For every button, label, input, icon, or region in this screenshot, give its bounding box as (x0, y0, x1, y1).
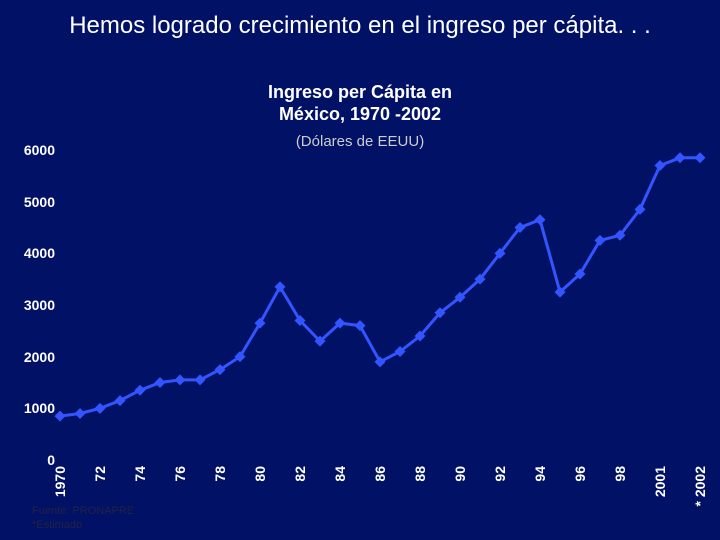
data-point (115, 395, 126, 406)
data-point (155, 377, 166, 388)
y-tick-label: 5000 (5, 194, 55, 210)
data-point (195, 374, 206, 385)
x-tick-label: 72 (92, 466, 108, 482)
x-tick-label: 80 (252, 466, 268, 482)
y-tick-label: 4000 (5, 245, 55, 261)
subtitle-line-2: México, 1970 -2002 (279, 104, 441, 124)
x-tick-label: 76 (172, 466, 188, 482)
data-point (355, 320, 366, 331)
chart-subtitle: Ingreso per Cápita en México, 1970 -2002 (0, 82, 720, 125)
x-tick-label: 78 (212, 466, 228, 482)
data-point (135, 385, 146, 396)
data-point (695, 152, 706, 163)
x-tick-label: * 2002 (692, 466, 708, 506)
data-point (655, 160, 666, 171)
footer-source: Fuente: PRONAPRE (32, 505, 134, 517)
y-tick-label: 2000 (5, 349, 55, 365)
y-tick-label: 3000 (5, 297, 55, 313)
x-tick-label: 96 (572, 466, 588, 482)
x-tick-label: 74 (132, 466, 148, 482)
data-point (175, 374, 186, 385)
x-tick-label: 88 (412, 466, 428, 482)
y-tick-label: 6000 (5, 142, 55, 158)
units-label: (Dólares de EEUU) (0, 133, 720, 150)
x-tick-label: 1970 (52, 466, 68, 497)
data-point (55, 411, 66, 422)
x-tick-label: 94 (532, 466, 548, 482)
x-tick-label: 82 (292, 466, 308, 482)
x-tick-label: 98 (612, 466, 628, 482)
data-point (95, 403, 106, 414)
data-point (675, 152, 686, 163)
y-tick-label: 1000 (5, 400, 55, 416)
y-tick-label: 0 (5, 452, 55, 468)
data-point (75, 408, 86, 419)
line-chart (60, 150, 700, 460)
x-tick-label: 84 (332, 466, 348, 482)
chart-area (60, 150, 700, 460)
subtitle-line-1: Ingreso per Cápita en (268, 82, 452, 102)
slide-title: Hemos logrado crecimiento en el ingreso … (0, 12, 720, 40)
x-tick-label: 86 (372, 466, 388, 482)
x-tick-label: 2001 (652, 466, 668, 497)
footer-note: *Estimado (32, 519, 82, 531)
series-line (60, 158, 700, 416)
data-point (535, 214, 546, 225)
x-tick-label: 92 (492, 466, 508, 482)
x-tick-label: 90 (452, 466, 468, 482)
slide: Hemos logrado crecimiento en el ingreso … (0, 0, 720, 540)
data-point (375, 356, 386, 367)
